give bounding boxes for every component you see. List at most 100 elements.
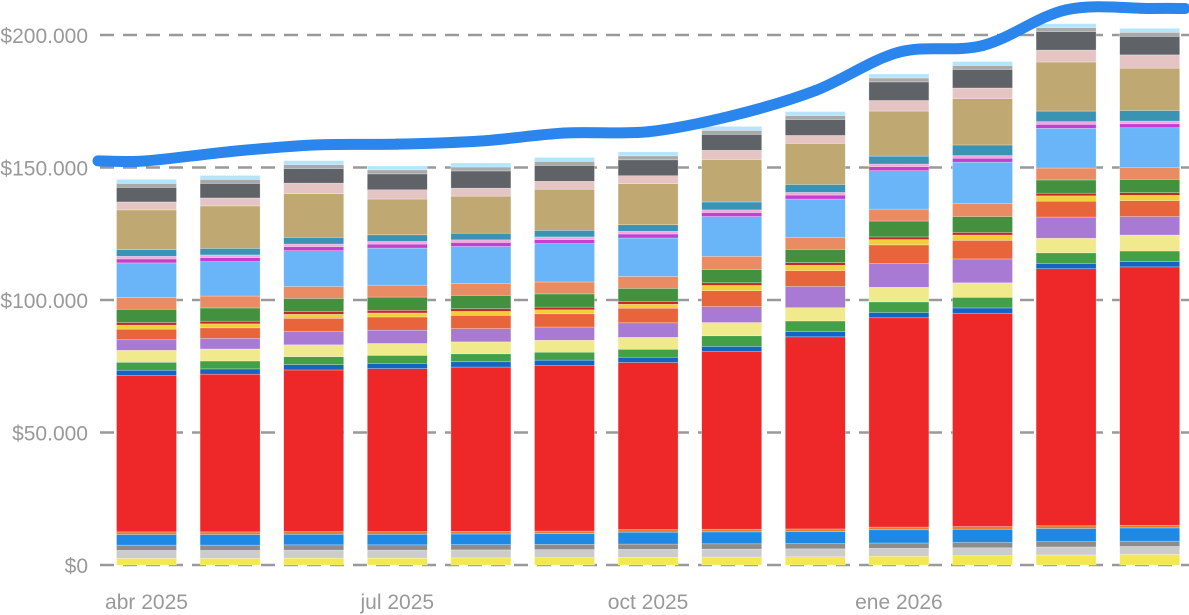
bar-segment — [366, 329, 428, 344]
bar-segment — [952, 240, 1013, 260]
x-tick-label: abr 2025 — [105, 591, 188, 614]
bar-segment — [701, 149, 763, 160]
bar-segment — [701, 322, 763, 337]
bar-segment — [1035, 61, 1097, 112]
bar-segment — [868, 110, 930, 157]
bar-segment — [366, 544, 428, 551]
bar-stack-oct-2025 — [617, 151, 679, 566]
bar-segment — [617, 151, 679, 157]
bar-segment — [450, 353, 512, 363]
bar-segment — [701, 130, 763, 135]
bar-segment — [199, 175, 261, 180]
bar-segment — [952, 98, 1013, 146]
bar-segment — [534, 230, 595, 238]
bar-segment — [784, 556, 846, 566]
bar-segment — [199, 254, 261, 258]
bar-segment — [868, 236, 930, 240]
bar-segment — [199, 179, 261, 184]
bar-segment — [283, 193, 345, 238]
bar-segment — [199, 295, 261, 309]
bar-segment — [534, 359, 595, 366]
y-tick-label: $150.000 — [0, 158, 88, 181]
bar-segment — [784, 111, 846, 116]
bar-segment — [868, 166, 930, 171]
bar-segment — [116, 339, 177, 351]
bar-segment — [534, 165, 595, 182]
bar-segment — [1119, 527, 1180, 542]
bar-segment — [283, 317, 345, 332]
bar-segment — [868, 542, 930, 549]
bar-segment — [199, 534, 261, 546]
bar-segment — [784, 264, 846, 271]
bar-segment — [617, 337, 679, 350]
bar-stack-ago-2025 — [450, 162, 512, 566]
y-axis-tick-labels: $0 $50.000 $100.000 $150.000 $200.000 — [0, 25, 88, 578]
bar-segment — [366, 557, 428, 566]
bar-segment — [366, 312, 428, 318]
bar-segment — [617, 159, 679, 177]
bar-segment — [701, 212, 763, 217]
bar-segment — [868, 81, 930, 101]
bar-segment — [701, 201, 763, 211]
line-point — [977, 40, 988, 52]
bar-segment — [534, 236, 595, 240]
bar-segment — [868, 555, 930, 566]
bar-segment — [952, 65, 1013, 70]
bar-segment — [366, 296, 428, 311]
bar-segment — [784, 143, 846, 185]
bar-segment — [534, 243, 595, 283]
bar-segment — [283, 364, 345, 371]
bar-segment — [366, 198, 428, 236]
bar-segment — [784, 270, 846, 287]
bar-segment — [366, 234, 428, 242]
bar-segment — [701, 159, 763, 203]
bar-segment — [784, 320, 846, 332]
bar-segment — [617, 224, 679, 232]
bar-segment — [1035, 31, 1097, 51]
bar-segment — [534, 161, 595, 166]
bar-segment — [199, 550, 261, 559]
bar-segment — [450, 557, 512, 566]
bar-segment — [116, 550, 177, 559]
bar-segment — [952, 61, 1013, 66]
bar-segment — [1119, 167, 1180, 180]
bar-segment — [199, 544, 261, 551]
bar-segment — [450, 195, 512, 234]
bar-segment — [1119, 179, 1180, 193]
bar-segment — [450, 544, 512, 551]
bar-segment — [617, 276, 679, 289]
bar-segment — [701, 134, 763, 151]
bar-segment — [450, 533, 512, 545]
bar-segment — [868, 548, 930, 557]
bar-segment — [199, 348, 261, 362]
bar-segment — [617, 307, 679, 324]
bar-segment — [617, 288, 679, 302]
bar-segment — [701, 216, 763, 257]
bar-segment — [617, 348, 679, 358]
bar-segment — [199, 248, 261, 256]
bar-segment — [701, 543, 763, 550]
bar-segment — [116, 258, 177, 264]
bar-segment — [283, 168, 345, 184]
bar-segment — [784, 548, 846, 558]
bar-segment — [199, 558, 261, 566]
bar-stack-abr-2025 — [116, 179, 177, 566]
bar-segment — [868, 286, 930, 303]
bar-segment — [366, 533, 428, 546]
bar-segment — [1119, 266, 1180, 526]
bar-segment — [450, 170, 512, 189]
bar-segment — [701, 282, 763, 286]
bar-segment — [868, 208, 930, 222]
bar-stack-jun-2025 — [283, 160, 345, 566]
bar-segment — [283, 533, 345, 546]
bar-segment — [617, 183, 679, 226]
bar-segment — [283, 298, 345, 312]
bar-segment — [617, 231, 679, 235]
bar-segment — [784, 531, 846, 544]
bar-segment — [868, 170, 930, 210]
line-point — [224, 146, 236, 158]
line-point — [809, 85, 821, 97]
bar-segment — [534, 239, 595, 244]
line-point — [391, 138, 403, 150]
bar-segment — [868, 301, 930, 313]
